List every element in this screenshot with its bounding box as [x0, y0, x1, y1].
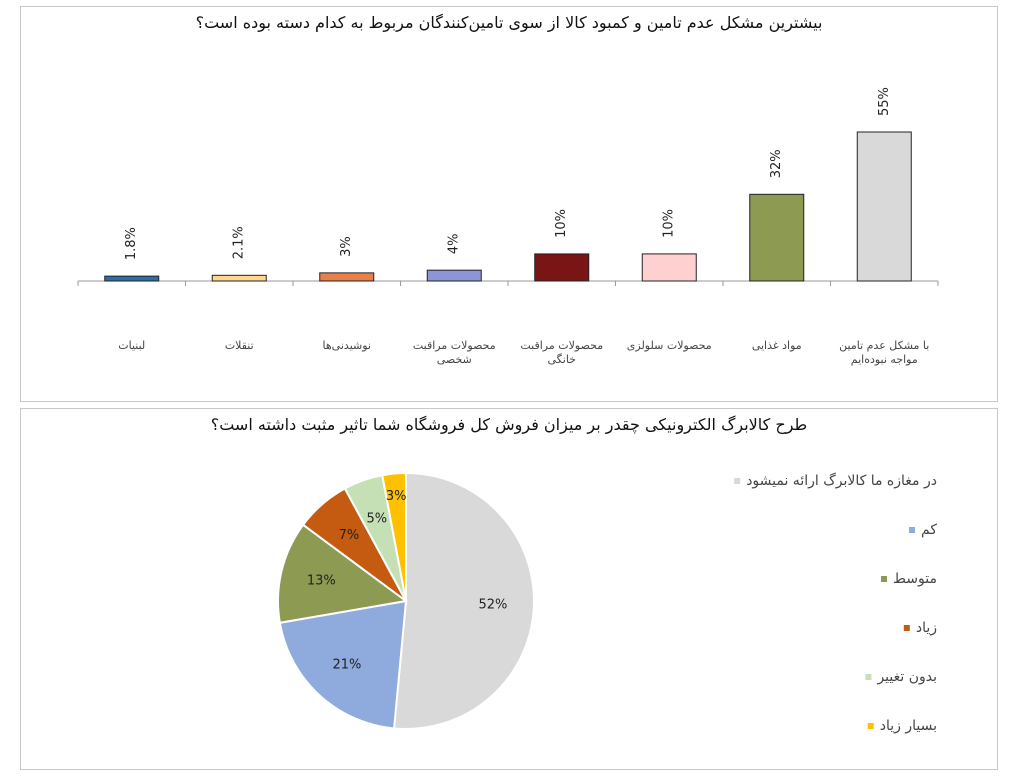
pie-value-label: 5% — [366, 512, 387, 527]
category-label: نوشیدنی‌ها — [323, 339, 371, 352]
category-label: محصولات سلولزی — [627, 339, 712, 352]
category-label: محصولات مراقبت — [413, 339, 496, 352]
bar-value-label: 3% — [339, 236, 354, 257]
category-label: محصولات مراقبت — [520, 339, 603, 352]
pie-value-label: 7% — [339, 528, 360, 543]
bar — [856, 131, 912, 282]
bar-chart-title: بیشترین مشکل عدم تامین و کمبود کالا از س… — [195, 13, 823, 32]
category-label: شخصی — [437, 353, 472, 366]
pie-slice — [277, 523, 409, 624]
legend-label: در مغازه ما کالابرگ ارائه نمیشود — [746, 471, 937, 489]
pie-value-label: 3% — [386, 489, 407, 504]
legend-label: کم — [921, 522, 937, 538]
bar-value-label: 1.8% — [124, 227, 139, 260]
pie-slice — [392, 471, 535, 730]
category-label: با مشکل عدم تامین — [839, 339, 929, 352]
category-label: مواد غذایی — [752, 339, 802, 352]
legend-swatch — [867, 723, 874, 729]
legend-swatch — [734, 478, 741, 484]
legend-swatch — [909, 527, 916, 533]
bar — [534, 253, 590, 282]
pie-chart-title: طرح کالابرگ الکترونیکی چقدر بر میزان فرو… — [210, 415, 808, 434]
category-label: خانگی — [548, 353, 576, 366]
pie-chart-panel: طرح کالابرگ الکترونیکی چقدر بر میزان فرو… — [20, 408, 998, 770]
category-label: مواجه نبوده‌ایم — [851, 353, 918, 366]
bar-value-label: 32% — [769, 149, 784, 178]
legend-swatch — [865, 674, 872, 680]
pie-value-label: 13% — [307, 573, 336, 588]
category-label: لبنیات — [118, 339, 145, 352]
pie-slice — [278, 599, 408, 730]
legend-swatch — [903, 625, 910, 631]
bar — [749, 193, 805, 282]
legend-label: بسیار زیاد — [880, 718, 937, 734]
pie-chart: 52% 21% 13% 7% 5% 3% در مغازه ما کالابرگ ارائه… — [277, 471, 937, 734]
bar — [211, 274, 267, 282]
pie-value-label: 21% — [332, 657, 361, 672]
legend-label: متوسط — [893, 571, 937, 587]
bar-chart-panel: بیشترین مشکل عدم تامین و کمبود کالا از س… — [20, 6, 998, 402]
bar-value-label: 4% — [447, 234, 462, 255]
category-label: تنقلات — [225, 339, 254, 352]
bar — [426, 269, 482, 282]
legend-label: بدون تغییر — [876, 669, 937, 685]
legend-swatch — [881, 576, 888, 582]
bar-chart: 1.8% لبنیات 2.1% تنقلات 3% نوشیدنی‌ها 4% محصولا… — [77, 87, 939, 366]
bar — [641, 253, 697, 282]
legend-label: زیاد — [916, 620, 937, 636]
pie-slice — [381, 471, 407, 602]
bar-value-label: 55% — [877, 87, 892, 116]
bar-value-label: 10% — [554, 209, 569, 238]
bar — [104, 275, 160, 282]
bar-value-label: 2.1% — [232, 226, 247, 259]
bar — [319, 272, 375, 282]
pie-value-label: 52% — [478, 598, 507, 613]
bar-value-label: 10% — [662, 209, 677, 238]
